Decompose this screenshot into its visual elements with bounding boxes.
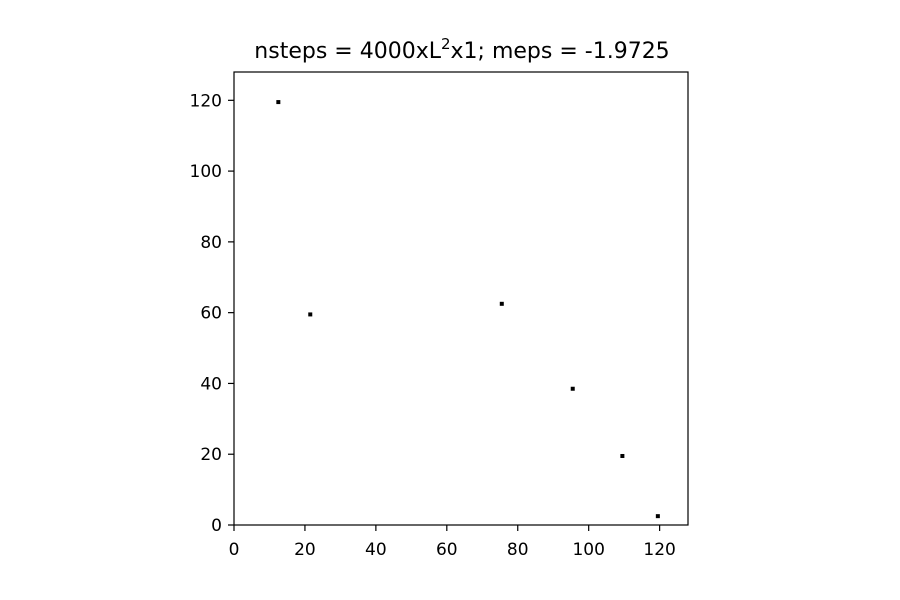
data-point — [276, 100, 281, 105]
x-tick-label: 80 — [507, 540, 529, 560]
y-tick-label: 0 — [211, 516, 222, 536]
x-tick-label: 100 — [572, 540, 604, 560]
data-point — [499, 301, 504, 306]
y-tick-label: 60 — [200, 304, 222, 324]
data-point — [308, 312, 313, 317]
chart-title-prefix: nsteps = 4000xL — [254, 39, 441, 64]
x-tick-label: 20 — [294, 540, 316, 560]
x-tick-label: 60 — [436, 540, 458, 560]
y-tick-label: 20 — [200, 445, 222, 465]
plot-area: 0 20 40 60 80 100 120 0 20 40 60 80 100 120 — [190, 71, 689, 560]
chart-title: nsteps = 4000xL2x1; meps = -1.9725 — [254, 35, 669, 64]
x-tick-label: 0 — [229, 540, 240, 560]
chart-title-superscript: 2 — [441, 35, 451, 53]
x-tick-label: 120 — [643, 540, 675, 560]
data-point — [655, 514, 660, 519]
y-tick-label: 100 — [190, 162, 222, 182]
chart-title-suffix: x1; meps = -1.9725 — [451, 39, 670, 64]
axes-frame — [233, 71, 689, 526]
data-point — [620, 453, 625, 458]
y-tick-label: 40 — [200, 374, 222, 394]
y-tick-label: 120 — [190, 91, 222, 111]
x-tick-label: 40 — [365, 540, 387, 560]
data-point — [570, 386, 575, 391]
y-tick-label: 80 — [200, 233, 222, 253]
